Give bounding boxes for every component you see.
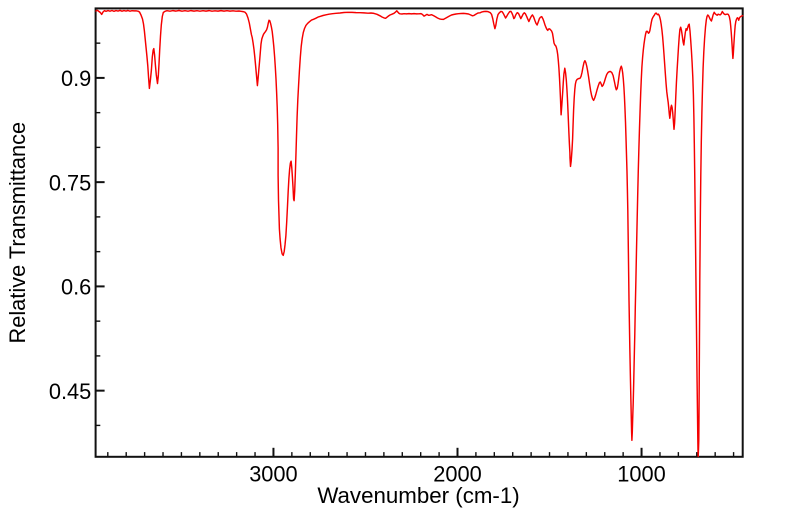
svg-text:0.6: 0.6: [61, 275, 91, 300]
svg-text:0.75: 0.75: [49, 171, 91, 196]
svg-text:1000: 1000: [617, 461, 666, 486]
svg-text:0.9: 0.9: [61, 66, 91, 91]
svg-text:Wavenumber (cm-1): Wavenumber (cm-1): [317, 483, 519, 508]
svg-text:0.45: 0.45: [49, 379, 91, 404]
svg-text:2000: 2000: [433, 461, 482, 486]
svg-text:3000: 3000: [249, 461, 298, 486]
svg-text:Relative Transmittance: Relative Transmittance: [5, 122, 30, 344]
